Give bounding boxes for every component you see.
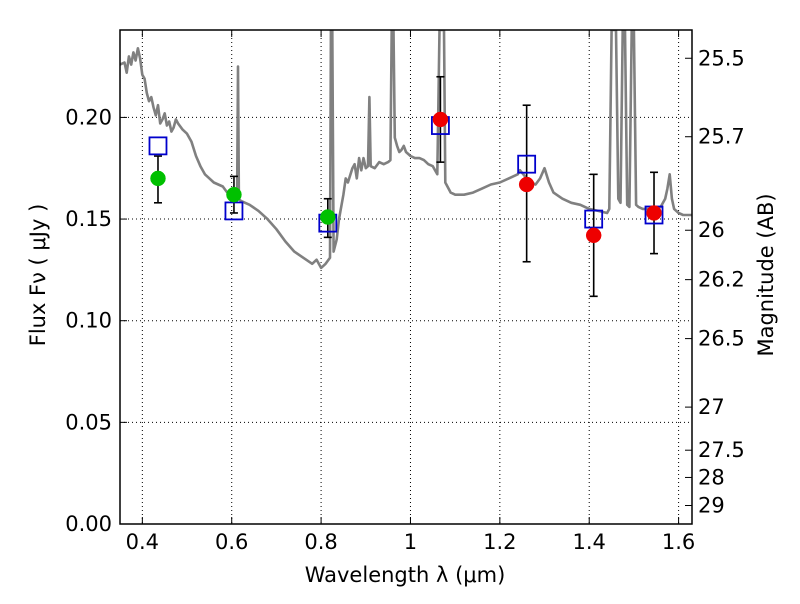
observed-flux-point bbox=[646, 205, 662, 221]
y2-tick-label: 29 bbox=[698, 494, 725, 518]
observed-flux-point bbox=[150, 170, 166, 187]
x-tick-label: 1 bbox=[404, 530, 417, 554]
x-tick-label: 0.4 bbox=[126, 530, 159, 554]
y-axis-label-text: Flux Fν ( μJy ) bbox=[26, 204, 50, 347]
y2-tick-label: 28 bbox=[698, 465, 725, 489]
observed-flux-point bbox=[226, 186, 242, 203]
y2-tick-label: 27.5 bbox=[698, 438, 745, 462]
model-flux-square bbox=[584, 209, 604, 229]
y2-tick-label: 25.5 bbox=[698, 46, 745, 70]
model-flux-square bbox=[148, 136, 168, 156]
y2-tick-label: 26 bbox=[698, 218, 725, 242]
y2-tick-label: 25.7 bbox=[698, 125, 745, 149]
y-tick-label: 0.20 bbox=[65, 105, 112, 129]
x-tick-label: 1.6 bbox=[662, 530, 695, 554]
observed-flux-point bbox=[585, 227, 602, 244]
y-tick-label: 0.10 bbox=[65, 309, 112, 333]
y-tick-label: 0.00 bbox=[65, 512, 112, 536]
y2-axis-label-text: Magnitude (AB) bbox=[754, 193, 778, 356]
plot-frame bbox=[119, 29, 693, 525]
y2-tick-label: 27 bbox=[698, 395, 725, 419]
model-spectrum-line bbox=[120, 30, 692, 270]
x-tick-label: 1.4 bbox=[573, 530, 606, 554]
y-tick-label: 0.05 bbox=[65, 410, 112, 434]
y2-axis-label: Magnitude (AB) bbox=[754, 193, 778, 356]
y-tick-label: 0.15 bbox=[65, 207, 112, 231]
plot-area bbox=[120, 30, 692, 298]
y2-tick-label: 26.5 bbox=[698, 327, 745, 351]
axes: 0.4 0.6 0.8 1 1.2 1.4 1.6 0.00 0.05 0.10 0.15 0.20 2… bbox=[65, 29, 745, 554]
observed-flux-point bbox=[518, 176, 535, 193]
x-tick-label: 0.6 bbox=[215, 530, 248, 554]
model-flux-square bbox=[517, 154, 537, 174]
y-axis-label: Flux Fν ( μJy ) bbox=[26, 204, 50, 347]
x-tick-label: 1.2 bbox=[483, 530, 516, 554]
observed-flux-point bbox=[432, 111, 449, 128]
x-tick-label: 0.8 bbox=[304, 530, 337, 554]
observed-flux-point bbox=[320, 209, 336, 225]
y2-tick-label: 26.2 bbox=[698, 268, 745, 292]
model-flux-square bbox=[224, 201, 244, 221]
grid-lines bbox=[120, 30, 692, 524]
x-axis-label-text: Wavelength λ (μm) bbox=[305, 563, 506, 587]
x-axis-label: Wavelength λ (μm) bbox=[305, 563, 506, 587]
